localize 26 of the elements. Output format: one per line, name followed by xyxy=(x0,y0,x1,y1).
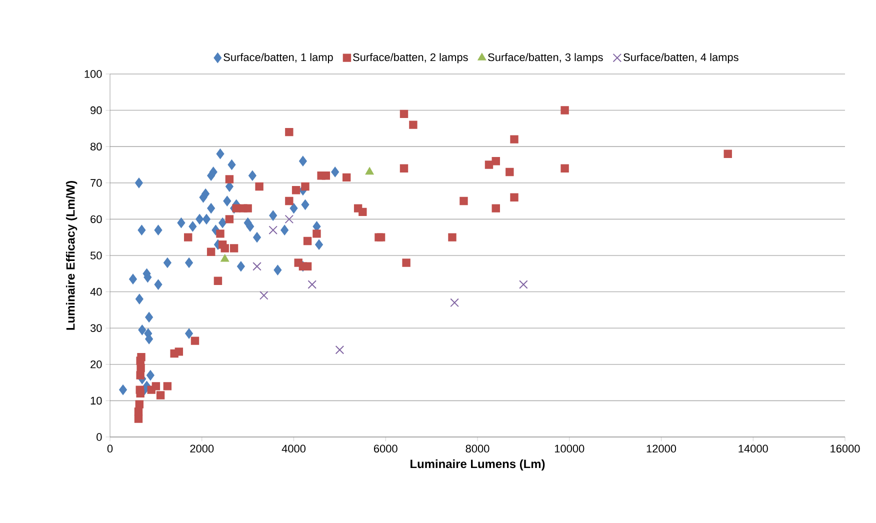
x-tick-label: 8000 xyxy=(466,444,490,453)
y-tick-label: 90 xyxy=(90,106,102,114)
y-tick-label: 40 xyxy=(90,288,102,296)
y-tick-label: 100 xyxy=(84,70,102,78)
x-tick-label: 12000 xyxy=(646,444,676,453)
y-tick-label: 20 xyxy=(90,360,102,368)
legend-label: Surface/batten, 3 lamps xyxy=(488,53,603,64)
x-tick-label: 16000 xyxy=(830,444,860,453)
x-axis-title: Luminaire Lumens (Lm) xyxy=(410,459,545,470)
x-tick-label: 2000 xyxy=(190,444,214,453)
y-tick-label: 70 xyxy=(90,179,102,187)
x-tick-label: 0 xyxy=(107,444,113,453)
legend-label: Surface/batten, 1 lamp xyxy=(224,53,333,64)
x-tick-label: 10000 xyxy=(554,444,584,453)
y-tick-label: 80 xyxy=(90,142,102,150)
y-tick-label: 30 xyxy=(90,324,102,332)
y-tick-label: 0 xyxy=(96,433,102,441)
y-tick-label: 50 xyxy=(90,252,102,260)
x-tick-label: 6000 xyxy=(374,444,398,453)
y-tick-label: 10 xyxy=(90,396,102,405)
x-tick-label: 4000 xyxy=(282,444,306,453)
y-tick-label: 60 xyxy=(90,215,102,224)
x-tick-label: 14000 xyxy=(738,444,768,453)
legend-label: Surface/batten, 4 lamps xyxy=(624,53,738,64)
y-axis-title: Luminaire Efficacy (Lm/W) xyxy=(66,181,78,330)
legend-label: Surface/batten, 2 lamps xyxy=(353,53,468,64)
